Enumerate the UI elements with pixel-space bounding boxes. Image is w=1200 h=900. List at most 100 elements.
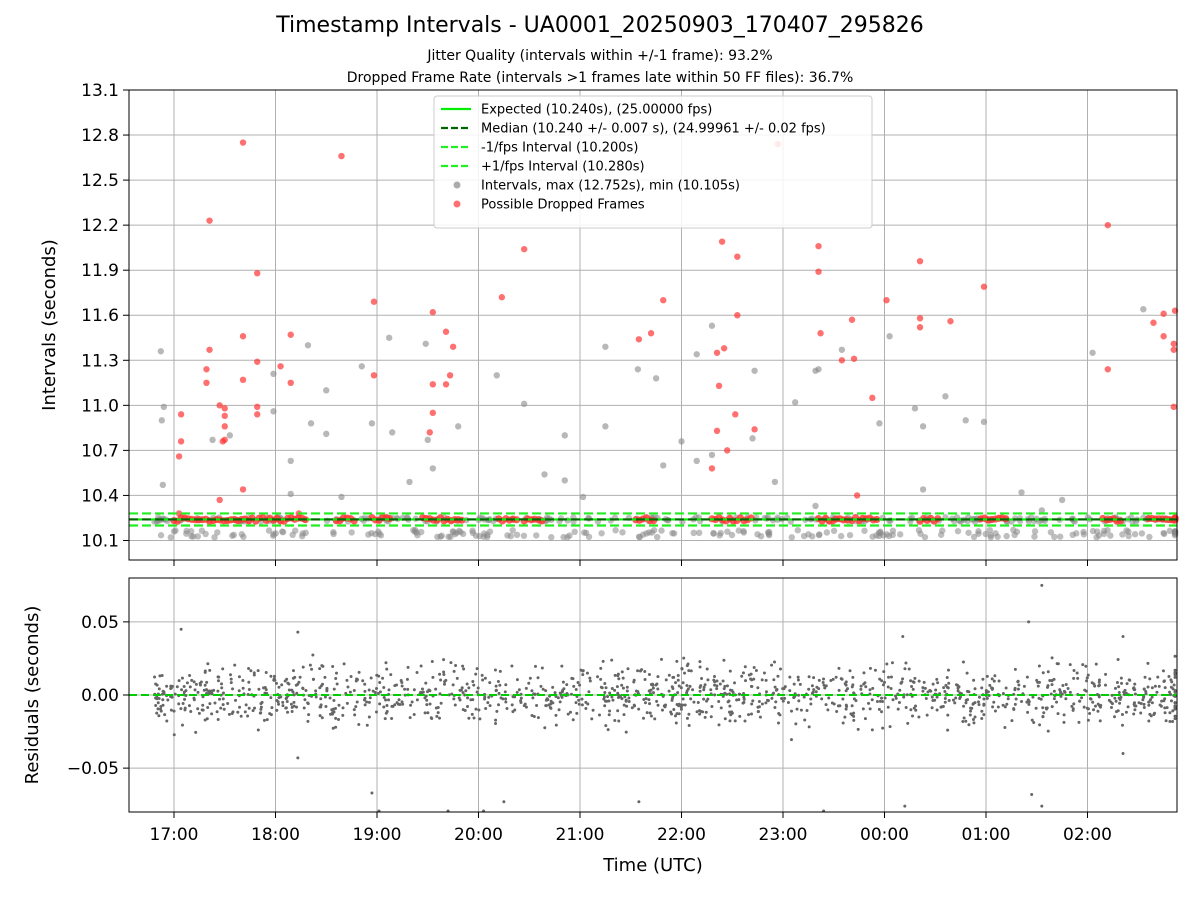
residual-point — [881, 699, 885, 703]
residual-point — [273, 678, 277, 682]
residual-point — [206, 662, 210, 666]
dropped-frame-point — [916, 257, 924, 265]
residual-point — [301, 665, 305, 669]
residual-point — [161, 698, 165, 702]
residual-point — [909, 679, 913, 683]
legend-box — [433, 95, 873, 229]
residual-point — [676, 673, 680, 677]
residual-point — [513, 695, 517, 699]
residual-point — [698, 685, 702, 689]
residual-point — [401, 702, 405, 706]
residual-point — [393, 684, 397, 688]
residual-point — [1046, 684, 1050, 688]
residual-point — [475, 690, 479, 694]
dropped-frame-point — [287, 331, 294, 338]
residual-point — [1088, 697, 1092, 701]
interval-point — [1080, 531, 1088, 538]
interval-point — [942, 393, 949, 400]
residual-point — [203, 718, 207, 722]
residual-point — [903, 804, 907, 808]
interval-point — [571, 528, 578, 536]
residual-point — [494, 684, 498, 688]
residual-point — [976, 700, 980, 704]
interval-point — [1031, 528, 1039, 535]
residual-point — [571, 718, 575, 722]
legend-marker-4 — [453, 181, 461, 189]
residual-point — [276, 700, 280, 704]
residual-point — [688, 684, 692, 688]
residual-point — [1068, 690, 1072, 694]
residual-point — [735, 698, 739, 702]
residual-point — [292, 693, 296, 697]
residual-point — [953, 701, 957, 705]
residual-point — [581, 673, 585, 677]
residual-point — [901, 635, 905, 638]
interval-point — [368, 529, 375, 537]
residual-point — [291, 690, 295, 694]
residual-point — [728, 669, 732, 673]
residual-point — [677, 684, 681, 688]
residual-point — [375, 687, 379, 691]
intervals-y-tick-label: 12.8 — [81, 126, 119, 146]
residual-point — [345, 701, 349, 705]
residual-point — [607, 699, 611, 703]
residual-point — [1109, 700, 1113, 704]
interval-point — [323, 430, 330, 438]
residual-point — [560, 690, 564, 694]
residual-point — [495, 709, 499, 713]
residual-point — [710, 705, 714, 709]
residual-point — [274, 681, 278, 685]
residual-point — [172, 733, 176, 737]
residual-point — [698, 689, 702, 693]
intervals-panel: 10.1 10.4 10.7 11.0 11.3 11.6 11.9 12.2 12.5 12.8… — [39, 81, 1179, 566]
interval-point — [690, 529, 697, 537]
residual-point — [889, 675, 893, 679]
residual-point — [1027, 620, 1031, 624]
residual-point — [624, 698, 628, 702]
residual-point — [1125, 682, 1129, 686]
residual-point — [1132, 712, 1136, 716]
residual-point — [253, 706, 257, 710]
residual-point — [530, 689, 534, 693]
residual-point — [698, 665, 702, 669]
residual-point — [154, 682, 158, 686]
residual-point — [1066, 686, 1070, 690]
interval-point — [716, 532, 723, 539]
residual-point — [780, 697, 784, 701]
residual-point — [466, 704, 470, 708]
intervals-y-tick-label: 11.9 — [81, 261, 119, 281]
interval-point — [812, 502, 819, 510]
residual-point — [406, 687, 410, 691]
residual-point — [1013, 702, 1017, 706]
dropped-frame-point — [1160, 310, 1167, 317]
residual-point — [384, 661, 388, 665]
residual-point — [993, 709, 997, 713]
residual-point — [527, 681, 531, 685]
residual-point — [287, 682, 291, 686]
residual-point — [376, 692, 380, 696]
residual-point — [1173, 668, 1177, 672]
residual-point — [220, 682, 224, 686]
residual-point — [205, 680, 209, 684]
residual-point — [290, 705, 294, 709]
residual-point — [870, 728, 874, 732]
residual-point — [169, 686, 173, 690]
residual-point — [615, 685, 619, 689]
residual-point — [700, 677, 704, 681]
residual-point — [484, 706, 488, 710]
residual-point — [185, 681, 189, 685]
interval-point — [658, 527, 665, 534]
residual-point — [262, 718, 266, 722]
residual-point — [483, 695, 487, 699]
intervals-y-tick-label: 11.3 — [81, 351, 119, 371]
residual-point — [157, 697, 161, 701]
residual-point — [269, 674, 273, 678]
residual-point — [341, 706, 345, 710]
residual-point — [442, 672, 446, 676]
residual-point — [834, 675, 838, 679]
residual-point — [910, 714, 914, 718]
residual-point — [264, 671, 268, 675]
residual-point — [941, 704, 945, 708]
residual-point — [1075, 671, 1079, 675]
residual-point — [332, 698, 336, 702]
